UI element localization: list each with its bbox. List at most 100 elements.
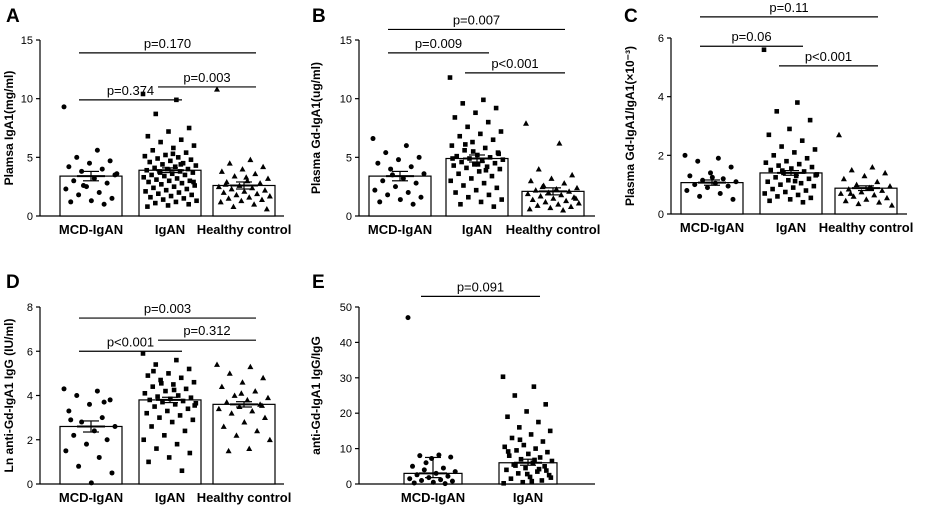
data-point <box>417 453 423 459</box>
data-point <box>181 196 187 201</box>
data-point <box>146 459 151 465</box>
panel-d: D 0 2 4 6 8 Ln anti-Gd-IgA1 IgG (IU/ml) MCD-IgA… <box>2 272 291 505</box>
data-point <box>842 197 849 204</box>
data-point <box>177 413 183 418</box>
data-point <box>490 137 496 143</box>
data-point <box>261 414 268 421</box>
data-point <box>166 178 172 184</box>
data-point <box>413 180 419 186</box>
data-point <box>68 417 74 423</box>
data-point <box>561 180 568 186</box>
data-point <box>187 450 193 456</box>
y-tick-label: 0 <box>346 211 352 223</box>
data-point <box>158 377 163 383</box>
data-point <box>801 169 807 174</box>
data-point <box>493 105 499 111</box>
data-point <box>524 409 529 414</box>
data-point <box>837 190 844 196</box>
data-point <box>692 182 698 188</box>
data-point <box>241 419 248 425</box>
data-point <box>152 404 157 409</box>
data-point <box>154 177 159 182</box>
data-point <box>68 199 74 205</box>
data-point <box>475 162 481 167</box>
data-point <box>214 361 220 367</box>
data-point <box>192 403 198 408</box>
data-point <box>109 195 115 201</box>
data-point <box>166 371 171 376</box>
data-point <box>485 119 491 125</box>
data-point <box>188 395 194 401</box>
data-point <box>537 193 544 199</box>
p-value-label: p=0.312 <box>183 323 230 338</box>
data-point <box>218 168 225 174</box>
data-point <box>725 183 731 189</box>
data-point <box>176 190 182 195</box>
data-point <box>94 388 100 394</box>
data-point <box>76 192 82 198</box>
data-point <box>479 158 485 164</box>
data-point <box>159 182 164 187</box>
p-value-label: p=0.374 <box>107 83 154 98</box>
data-point <box>226 160 233 166</box>
data-point <box>863 196 870 202</box>
data-point <box>220 189 227 195</box>
data-point <box>177 169 183 174</box>
data-point <box>560 207 567 213</box>
p-value-label: p=0.003 <box>183 70 230 85</box>
data-point <box>162 173 167 179</box>
data-point <box>855 200 862 207</box>
data-point <box>140 91 146 97</box>
data-point <box>148 194 153 200</box>
y-tick-label: 20 <box>340 408 352 420</box>
panel-e-letter: E <box>312 272 325 293</box>
data-point <box>191 179 196 185</box>
data-point <box>512 393 518 398</box>
x-category-label: MCD-IgAN <box>368 222 432 237</box>
y-axis-label: Plasma Gd-IgA1/IgA1(×10⁻³) <box>623 46 637 206</box>
data-point <box>403 143 409 149</box>
data-point <box>191 143 197 148</box>
data-point <box>187 178 193 184</box>
data-point <box>481 97 486 103</box>
data-point <box>166 129 171 134</box>
data-point <box>803 188 809 193</box>
data-point <box>178 137 184 143</box>
data-point <box>145 204 150 209</box>
data-point <box>812 147 818 152</box>
data-point <box>778 182 783 187</box>
data-point <box>520 479 526 485</box>
data-point <box>86 401 92 407</box>
data-point <box>61 104 67 110</box>
data-point <box>527 474 533 480</box>
data-point <box>169 419 175 425</box>
data-point <box>527 177 534 184</box>
data-point <box>447 75 453 80</box>
data-point <box>438 477 444 483</box>
data-point <box>545 449 550 455</box>
data-point <box>572 195 579 201</box>
data-point <box>225 195 232 201</box>
data-point <box>163 187 169 193</box>
data-point <box>532 457 537 463</box>
data-point <box>163 388 168 394</box>
p-value-label: p<0.001 <box>805 49 852 64</box>
p-value-label: p=0.007 <box>453 12 500 27</box>
data-point <box>185 166 191 172</box>
data-point <box>174 357 179 363</box>
data-point <box>252 388 259 394</box>
data-point <box>185 406 191 412</box>
data-point <box>405 190 411 196</box>
data-point <box>720 176 726 182</box>
data-point <box>871 191 878 198</box>
data-point <box>178 375 184 381</box>
data-point <box>153 362 159 367</box>
data-point <box>104 180 110 186</box>
data-point <box>709 174 715 180</box>
data-point <box>88 480 94 486</box>
data-point <box>151 368 156 374</box>
data-point <box>114 171 120 177</box>
data-point <box>418 194 424 200</box>
data-point <box>79 168 85 174</box>
panel-b: B 0 5 10 15 Plasma Gd-IgA1(ug/ml) MCD-IgAN IgAN… <box>309 6 600 237</box>
